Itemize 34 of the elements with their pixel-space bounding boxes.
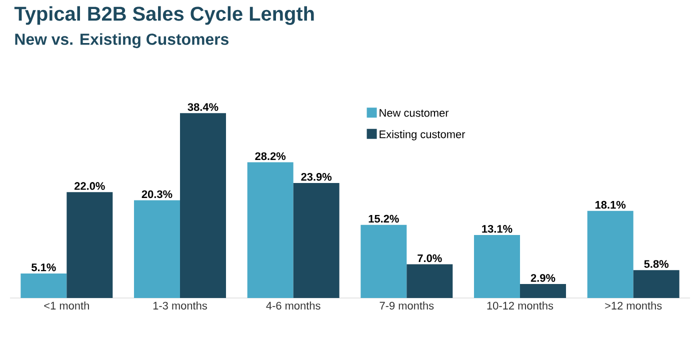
bar [360,224,407,298]
bar [474,234,520,298]
data-label: 15.2% [368,214,399,223]
data-label: 23.9% [301,172,332,181]
legend-label: New customer [380,109,449,117]
bar [520,284,566,298]
bar [406,264,453,298]
data-label: 28.2% [255,152,286,160]
legend-label: Existing customer [380,130,466,140]
x-tick-label: 10-12 months [487,302,554,310]
bar [134,200,180,298]
bar [66,192,113,298]
data-label: 38.4% [188,103,218,111]
x-tick-label: >12 months [605,302,662,310]
bar [633,270,680,298]
bar [587,210,634,298]
data-label: 7.0% [418,254,442,262]
bar [247,162,294,298]
bar [293,182,340,298]
data-label: 20.3% [142,190,172,198]
chart-title: Typical B2B Sales Cycle Length [14,6,314,25]
bar [180,113,226,298]
x-tick-label: <1 month [44,302,89,310]
bar [20,273,67,298]
data-label: 13.1% [482,224,512,233]
data-label: 22.0% [74,182,105,190]
x-tick-label: 1-3 months [153,302,207,310]
x-tick-label: 7-9 months [380,302,434,310]
data-label: 5.1% [32,264,56,272]
data-label: 5.8% [644,260,669,268]
data-label: 2.9% [530,274,556,282]
chart-subtitle: New vs. Existing Customers [15,33,228,48]
x-tick-label: 4-6 months [266,302,320,310]
data-label: 18.1% [595,200,626,209]
